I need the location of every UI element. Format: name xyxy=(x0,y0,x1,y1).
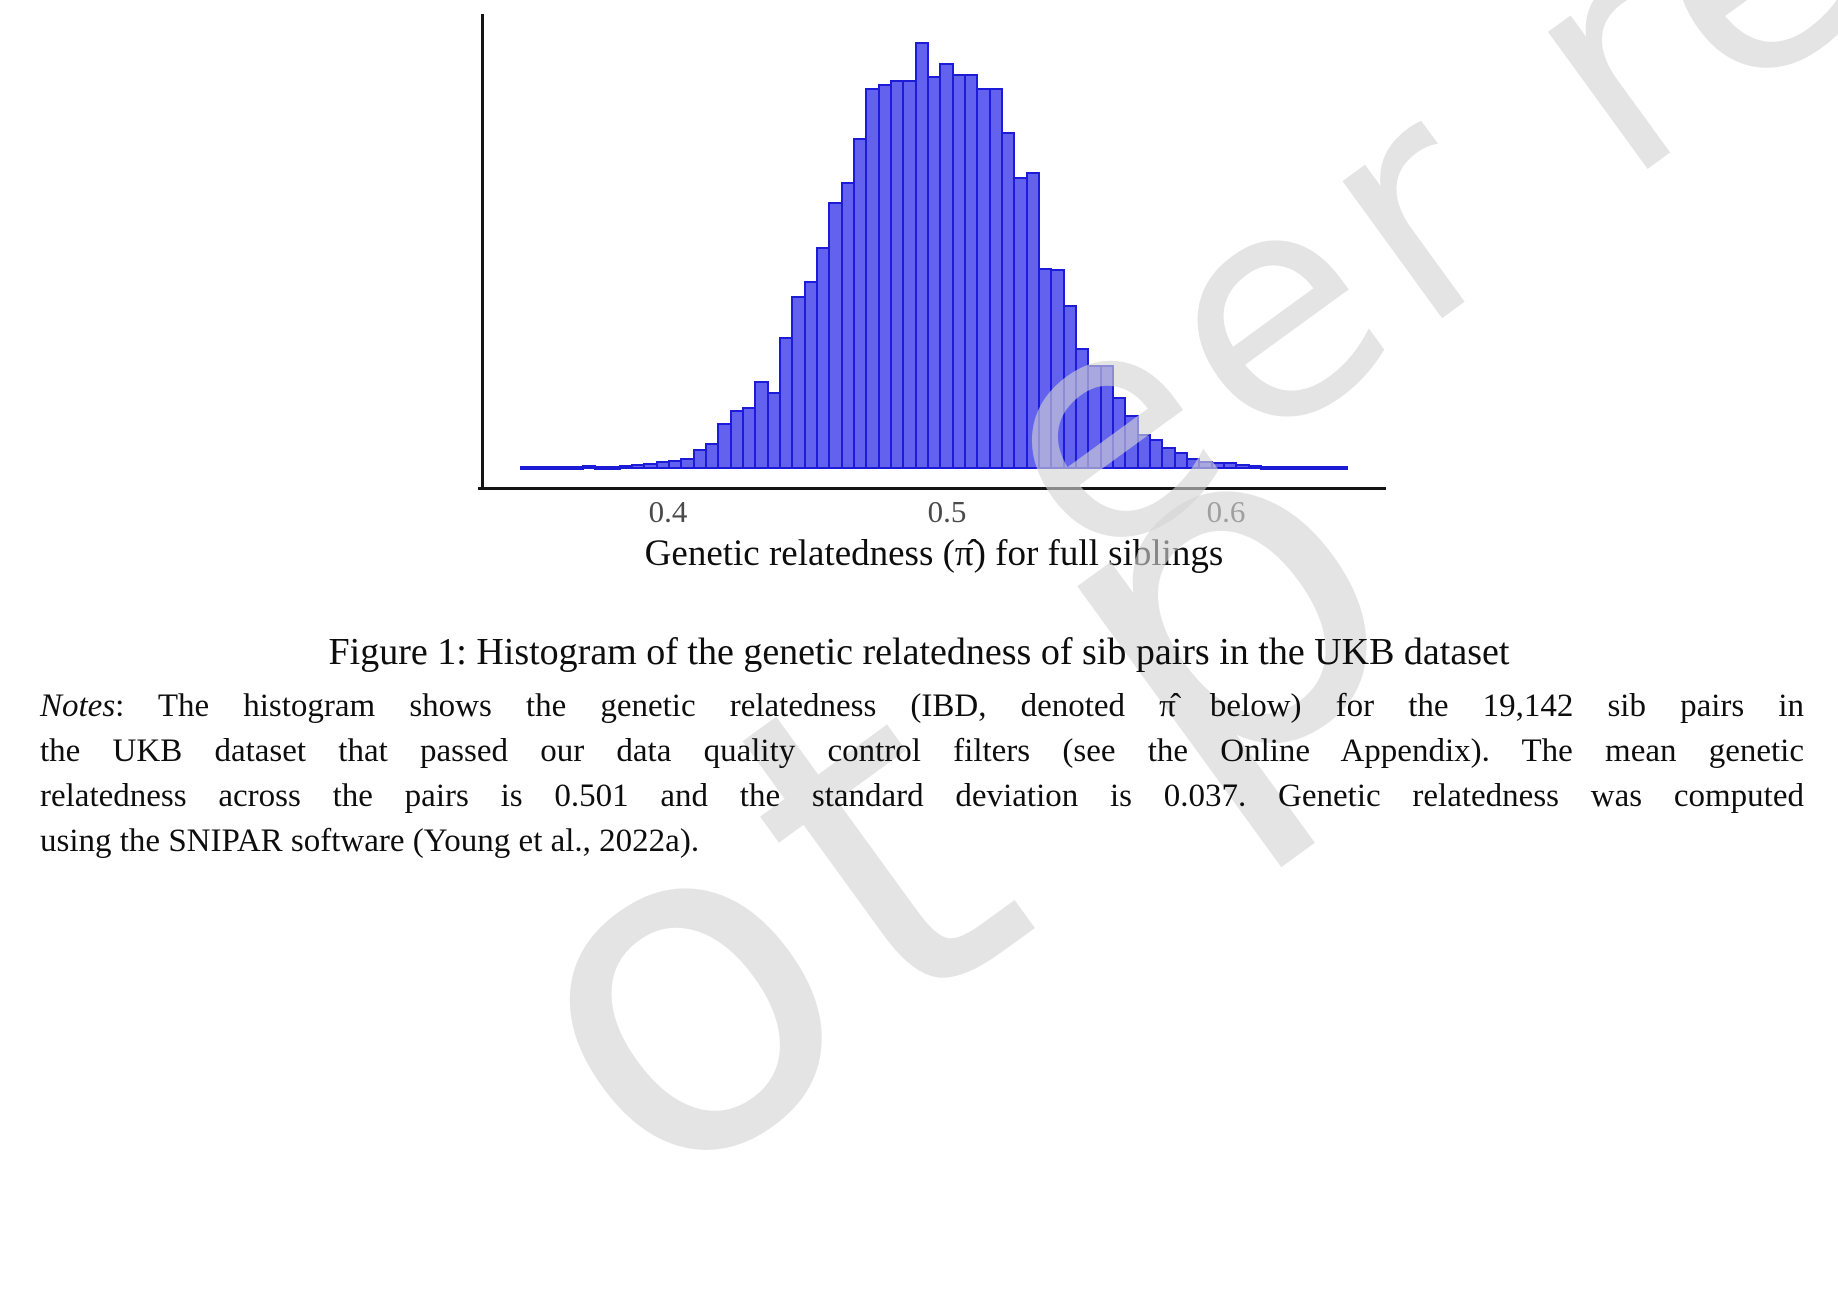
notes-line-4: using the SNIPAR software (Young et al.,… xyxy=(40,823,700,859)
x-tick-label: 0.6 xyxy=(1206,494,1246,529)
histogram-figure: 0.4 0.5 0.6 Genetic relatedness (π̂) for f… xyxy=(478,14,1386,574)
histogram-bar xyxy=(1334,466,1349,470)
x-axis-title: Genetic relatedness (π̂) for full siblin… xyxy=(644,533,1224,574)
x-tick-label: 0.4 xyxy=(648,494,688,529)
notes-label: Notes xyxy=(40,688,116,724)
notes-line-2: the UKB dataset that passed our data qua… xyxy=(40,733,1804,769)
notes-line-3: relatedness across the pairs is 0.501 an… xyxy=(40,778,1804,814)
figure-caption: Figure 1: Histogram of the genetic relat… xyxy=(328,631,1510,673)
notes-line-1: Notes: The histogram shows the genetic r… xyxy=(40,688,1804,733)
x-axis-line xyxy=(478,487,1386,490)
x-tick-label: 0.5 xyxy=(927,494,967,529)
y-axis-line xyxy=(481,14,484,490)
notes-line-1-text: : The histogram shows the genetic relate… xyxy=(115,688,1804,724)
